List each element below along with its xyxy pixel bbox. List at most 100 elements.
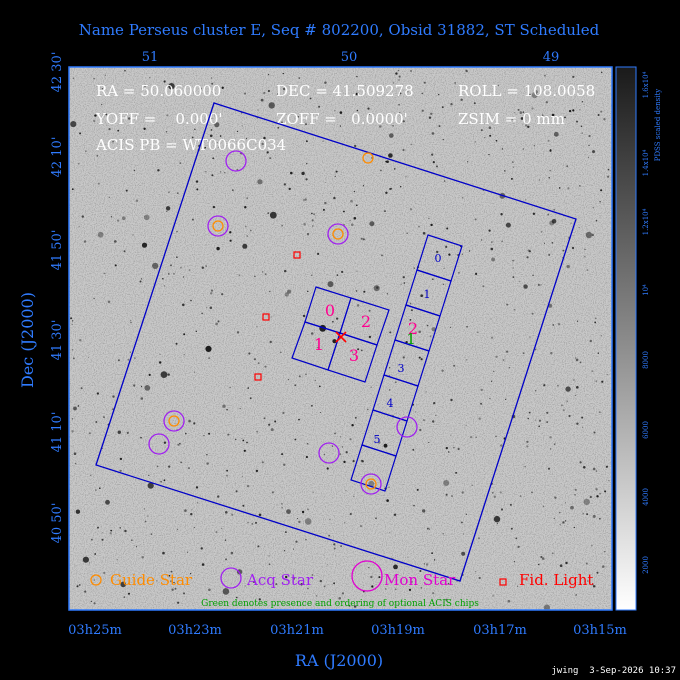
guide-star xyxy=(212,220,224,232)
background-star xyxy=(311,574,314,576)
colorbar-tick-label: 6000 xyxy=(642,421,650,439)
background-star xyxy=(196,501,199,504)
background-star xyxy=(71,348,74,351)
background-star xyxy=(355,92,359,96)
background-star xyxy=(70,121,77,128)
background-star xyxy=(246,484,250,488)
background-star xyxy=(97,231,104,238)
background-star xyxy=(543,604,551,611)
background-star xyxy=(407,556,409,558)
background-star xyxy=(101,104,103,106)
background-star xyxy=(294,438,297,441)
background-star xyxy=(354,144,357,148)
optional-chip-label: 1 xyxy=(406,330,416,348)
background-star xyxy=(271,491,274,494)
background-star xyxy=(544,242,545,244)
background-star xyxy=(461,521,463,524)
background-star xyxy=(486,511,488,513)
background-star xyxy=(219,171,222,173)
background-star xyxy=(209,134,213,138)
background-star xyxy=(591,544,593,547)
dec-readout: DEC = 41.509278 xyxy=(276,82,414,100)
background-star xyxy=(593,585,596,588)
background-star xyxy=(462,533,465,535)
background-star xyxy=(242,439,245,442)
background-star xyxy=(368,480,375,487)
background-star xyxy=(103,272,106,275)
background-star xyxy=(165,131,168,133)
background-star xyxy=(438,93,440,96)
background-star xyxy=(310,332,314,335)
background-star xyxy=(505,222,511,228)
background-star xyxy=(190,573,192,575)
background-star xyxy=(336,317,339,320)
background-star xyxy=(263,91,266,95)
background-star xyxy=(572,88,575,90)
background-star xyxy=(445,245,448,248)
background-star xyxy=(599,492,601,495)
background-star xyxy=(506,303,509,306)
background-star xyxy=(127,358,130,361)
background-star xyxy=(526,440,529,443)
background-star xyxy=(294,384,297,387)
background-star xyxy=(341,592,344,595)
background-star xyxy=(425,391,427,393)
background-star xyxy=(410,143,412,145)
background-star xyxy=(435,414,437,416)
background-star xyxy=(193,422,196,425)
background-star xyxy=(519,280,521,283)
background-star xyxy=(264,273,267,276)
background-star xyxy=(360,459,363,462)
background-star xyxy=(222,588,230,595)
background-star xyxy=(267,212,270,215)
background-star xyxy=(305,123,307,125)
background-star xyxy=(415,411,417,413)
background-star xyxy=(529,93,531,96)
background-star xyxy=(88,432,91,435)
background-star xyxy=(140,385,143,388)
background-star xyxy=(110,216,112,218)
background-star xyxy=(293,548,295,550)
background-star xyxy=(600,110,603,113)
background-star xyxy=(211,117,213,120)
background-star xyxy=(170,264,172,267)
background-star xyxy=(588,144,590,147)
background-star xyxy=(173,582,175,584)
background-star xyxy=(607,168,610,171)
background-star xyxy=(206,140,208,142)
background-star xyxy=(305,373,307,376)
background-star xyxy=(124,529,127,533)
roll-readout: ROLL = 108.0058 xyxy=(458,82,595,100)
background-star xyxy=(442,532,445,535)
background-star xyxy=(186,551,188,553)
background-star xyxy=(403,282,406,284)
background-star xyxy=(443,480,450,486)
background-star xyxy=(495,435,497,438)
background-star xyxy=(587,156,590,158)
background-star xyxy=(497,84,500,87)
background-star xyxy=(535,348,537,351)
background-star xyxy=(576,422,579,425)
background-star xyxy=(398,75,401,78)
background-star xyxy=(229,239,232,242)
background-star xyxy=(551,113,555,117)
background-star xyxy=(388,374,390,376)
background-star xyxy=(277,126,280,129)
background-star xyxy=(389,133,394,138)
background-star xyxy=(266,151,269,154)
background-star xyxy=(298,418,300,421)
background-star xyxy=(582,426,584,428)
background-star xyxy=(592,584,594,586)
background-star xyxy=(562,409,565,412)
background-star xyxy=(436,165,438,168)
background-star xyxy=(594,321,597,324)
background-star xyxy=(143,508,146,510)
background-star xyxy=(465,513,467,515)
background-star xyxy=(200,547,203,550)
background-star xyxy=(316,595,318,597)
background-star xyxy=(77,405,80,407)
background-star xyxy=(438,125,441,128)
background-star xyxy=(283,183,286,186)
background-star xyxy=(370,575,373,579)
background-star xyxy=(322,140,324,142)
